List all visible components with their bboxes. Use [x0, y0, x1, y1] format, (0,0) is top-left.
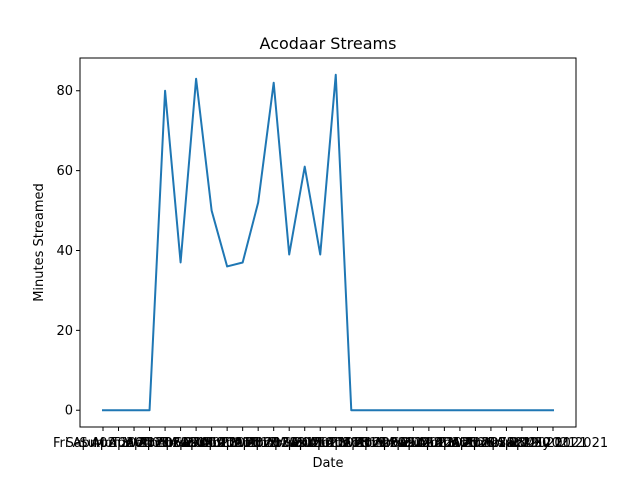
y-tick-label: 60: [56, 164, 73, 179]
plot-frame: [80, 58, 576, 427]
y-axis-label: Minutes Streamed: [32, 183, 47, 302]
y-tick-label: 0: [65, 404, 73, 419]
chart-title: Acodaar Streams: [260, 34, 397, 53]
y-tick-label: 20: [56, 324, 73, 339]
x-tick-label: Sat May 01 2021: [498, 436, 608, 451]
y-tick-label: 40: [56, 244, 73, 259]
x-axis-label: Date: [312, 456, 343, 471]
y-tick-label: 80: [56, 84, 73, 99]
series-line: [103, 75, 553, 410]
